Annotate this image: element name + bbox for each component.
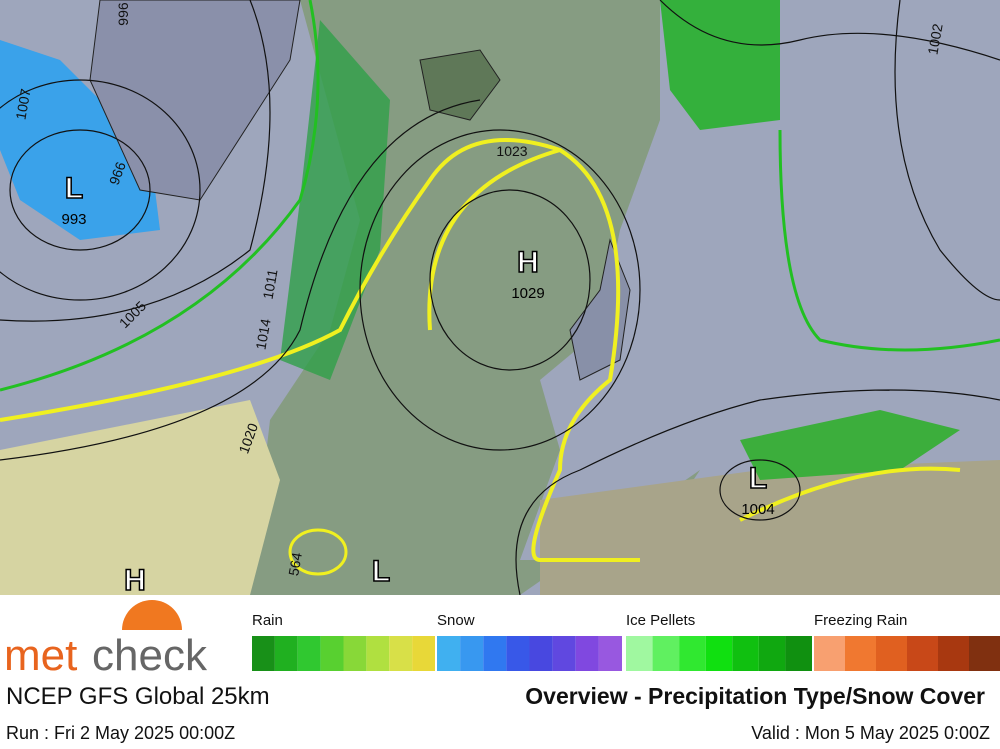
pressure-symbol: L (749, 462, 767, 495)
rain-area (660, 0, 780, 130)
logo-text: check (92, 631, 208, 680)
rain-area (740, 410, 960, 480)
logo: met check (4, 600, 208, 680)
legend-swatch (758, 636, 786, 671)
legend-swatch (460, 636, 484, 671)
legend-swatch (969, 636, 1000, 671)
chart-title: Overview - Precipitation Type/Snow Cover (525, 683, 985, 709)
iceland (419, 49, 501, 121)
contour-564 (0, 138, 561, 422)
contour-564 (427, 147, 640, 562)
isobar (0, 99, 481, 461)
isobar-label: 1011 (260, 268, 281, 301)
isobar-label: 1014 (252, 317, 273, 351)
legend-swatch (705, 636, 733, 671)
legend-swatch (785, 636, 812, 671)
legend-swatch (320, 636, 344, 671)
pressure-value: 1029 (511, 285, 544, 302)
legend-swatch (626, 636, 653, 671)
logo-sun (122, 600, 182, 630)
contour-552 (778, 129, 1000, 352)
model-name: NCEP GFS Global 25km (6, 683, 270, 710)
map (0, 0, 1000, 596)
isobar (359, 129, 641, 451)
legend-swatch (437, 636, 461, 671)
south-land (540, 460, 1000, 595)
legend-swatch (483, 636, 507, 671)
isobar (0, 0, 271, 322)
isobar (894, 0, 1000, 301)
legend-swatch (652, 636, 680, 671)
isobar (515, 389, 1000, 596)
contour-552 (0, 0, 320, 392)
isobar-label: 966 (106, 159, 129, 187)
legend-swatch (552, 636, 576, 671)
legend-swatch (876, 636, 907, 671)
pressure-symbol: H (124, 564, 146, 597)
warm-area (0, 400, 280, 595)
logo-text: met (4, 631, 77, 680)
pressure-value: 1004 (741, 501, 774, 518)
run-time: Run : Fri 2 May 2025 00:00Z (6, 723, 235, 743)
legend-swatch (679, 636, 706, 671)
legend-swatch (252, 636, 275, 671)
contour-564 (739, 466, 961, 522)
isobar (719, 459, 801, 521)
isobar-label: 1007 (12, 87, 33, 121)
contour-564 (288, 528, 348, 576)
legend-swatch (732, 636, 759, 671)
legend-swatch (366, 636, 390, 671)
isobar-label: 564 (285, 551, 305, 577)
legend-swatch (814, 636, 845, 671)
isobar-label: 1002 (924, 22, 945, 56)
snow-area (0, 40, 160, 240)
isobar-label: 996 (115, 2, 131, 26)
legend-swatch (575, 636, 599, 671)
legend-swatch (598, 636, 622, 671)
isobar (659, 0, 1000, 61)
legend-label: Freezing Rain (814, 612, 907, 629)
legend-swatch (938, 636, 969, 671)
pressure-symbol: H (517, 246, 539, 279)
legend-swatch (274, 636, 298, 671)
legend-swatch (297, 636, 321, 671)
isobar (0, 79, 201, 301)
legend-label: Rain (252, 612, 283, 629)
pressure-symbol: L (65, 172, 83, 205)
isobar (429, 189, 591, 371)
legend-swatch (907, 636, 938, 671)
legend-swatch (389, 636, 413, 671)
legend-swatch (343, 636, 367, 671)
valid-time: Valid : Mon 5 May 2025 0:00Z (751, 723, 990, 743)
pressure-symbol: L (372, 555, 390, 588)
legend-label: Ice Pellets (626, 612, 695, 629)
legend-label: Snow (437, 612, 475, 629)
isobar (9, 129, 151, 251)
legend-swatch (506, 636, 530, 671)
pressure-value: 993 (61, 211, 86, 228)
legend-swatch (412, 636, 435, 671)
legend: Rain Snow Ice Pellets Freezing Rain (252, 612, 1000, 671)
isobar-label: 1023 (496, 143, 527, 159)
legend-swatch (529, 636, 553, 671)
legend-swatch (845, 636, 876, 671)
